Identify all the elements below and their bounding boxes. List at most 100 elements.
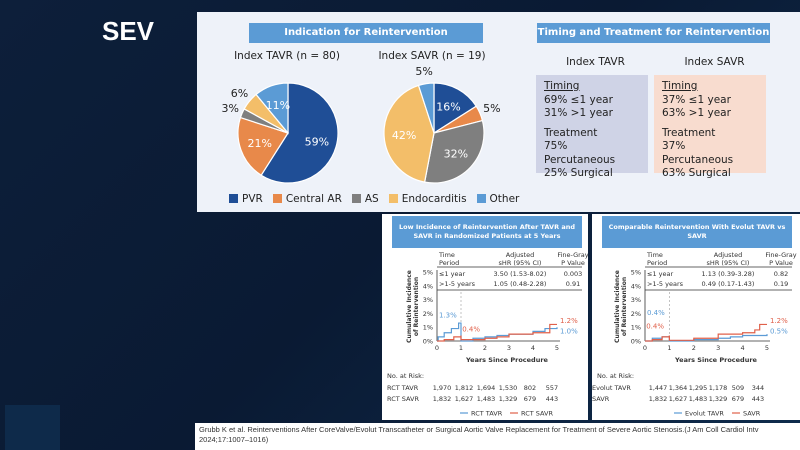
risk-value: 679 xyxy=(732,395,744,403)
table-header: P Value xyxy=(769,259,793,267)
legend-item: PVR xyxy=(229,193,263,205)
pie-label: 3% xyxy=(221,102,238,115)
legend-label: AS xyxy=(364,193,379,205)
series-line-rct-savr xyxy=(437,323,557,342)
timing-header: Timing and Treatment for Reintervention xyxy=(537,23,770,43)
x-axis-label: Years Since Procedure xyxy=(465,356,548,364)
risk-value: 1,970 xyxy=(433,384,452,392)
risk-value: 1,812 xyxy=(455,384,474,392)
table-cell: >1-5 years xyxy=(439,280,476,288)
legend-label: Central AR xyxy=(285,193,342,205)
table-header: Time xyxy=(646,251,663,259)
timing-title-savr: Index SAVR xyxy=(684,56,745,68)
legend-swatch xyxy=(388,194,398,203)
legend-label: Evolut TAVR xyxy=(685,410,724,418)
table-cell: 1.13 (0.39-3.28) xyxy=(702,270,755,278)
decorative-block xyxy=(5,405,60,450)
panel-rct: Low Incidence of Reintervention After TA… xyxy=(382,214,588,420)
treatment-label: Treatment xyxy=(544,126,598,139)
risk-label: RCT SAVR xyxy=(387,395,419,403)
x-tick-label: 3 xyxy=(716,344,720,352)
risk-value: 1,364 xyxy=(669,384,688,392)
pie-label: 32% xyxy=(444,148,468,161)
treatment-label: Treatment xyxy=(662,126,716,139)
timing-title-tavr: Index TAVR xyxy=(566,56,625,68)
pie-slice-pvr xyxy=(433,82,478,135)
x-tick-label: 3 xyxy=(507,344,511,352)
legend-item: Endocarditis xyxy=(388,193,467,205)
risk-value: 509 xyxy=(732,384,744,392)
panel-evolut: Comparable Reintervention With Evolut TA… xyxy=(592,214,800,420)
table-header: sHR (95% CI) xyxy=(499,259,542,267)
x-tick-label: 1 xyxy=(667,344,671,352)
pie-label: 59% xyxy=(305,135,329,148)
risk-value: 1,295 xyxy=(689,384,708,392)
treatment-line: 63% Surgical xyxy=(662,167,731,179)
citation: Grubb K et al. Reinterventions After Cor… xyxy=(195,423,800,450)
annotation: 1.0% xyxy=(560,327,578,335)
y-tick-label: 3% xyxy=(631,296,641,304)
x-tick-label: 2 xyxy=(483,344,487,352)
treatment-line: 37% Percutaneous xyxy=(662,140,734,166)
y-tick-label: 0% xyxy=(423,338,433,346)
risk-value: 1,483 xyxy=(477,395,496,403)
pie-label: 42% xyxy=(392,129,416,142)
table-header: Time xyxy=(438,251,455,259)
risk-value: 344 xyxy=(752,384,764,392)
pie-label: 11% xyxy=(266,99,290,112)
legend-label: SAVR xyxy=(743,410,761,418)
legend-label: RCT SAVR xyxy=(521,410,553,418)
x-tick-label: 0 xyxy=(435,344,439,352)
x-tick-label: 5 xyxy=(555,344,559,352)
y-tick-label: 3% xyxy=(423,296,433,304)
legend-swatch xyxy=(351,194,361,203)
timing-line: 31% >1 year xyxy=(544,107,613,119)
legend-swatch xyxy=(272,194,282,203)
legend-item: Central AR xyxy=(272,193,342,205)
annotation: 1.3% xyxy=(439,312,457,320)
y-tick-label: 5% xyxy=(631,269,641,277)
table-header: Fine-Gray xyxy=(765,251,796,259)
pie-label: 6% xyxy=(231,87,248,100)
risk-label: SAVR xyxy=(592,395,610,403)
table-header: Adjusted xyxy=(506,251,534,259)
pie-title-savr: Index SAVR (n = 19) xyxy=(378,50,486,62)
table-cell: 1.05 (0.48-2.28) xyxy=(494,280,547,288)
risk-value: 1,832 xyxy=(433,395,452,403)
pie-legend: PVR Central AR AS Endocarditis Other xyxy=(229,193,519,205)
risk-label: RCT TAVR xyxy=(387,384,419,392)
risk-title: No. at Risk: xyxy=(387,372,424,380)
y-axis-label: Cumulative Incidenceof Reintervention xyxy=(406,270,420,343)
annotation: 0.5% xyxy=(770,327,788,335)
table-cell: >1-5 years xyxy=(647,280,684,288)
table-cell: 3.50 (1.53-8.02) xyxy=(494,270,547,278)
timing-box-savr: Timing 37% ≤1 year 63% >1 year Treatment… xyxy=(654,75,766,179)
pie-label: 5% xyxy=(415,67,432,78)
timing-label: Timing xyxy=(662,80,698,92)
risk-label: Evolut TAVR xyxy=(592,384,631,392)
panel-header: Low Incidence of Reintervention After TA… xyxy=(392,216,582,248)
x-tick-label: 4 xyxy=(741,344,745,352)
panel-header: Comparable Reintervention With Evolut TA… xyxy=(602,216,792,248)
treatment-line: 75% Percutaneous xyxy=(544,140,616,166)
annotation: 0.4% xyxy=(646,323,664,331)
risk-value: 1,627 xyxy=(455,395,474,403)
timing-box-tavr: Timing 69% ≤1 year 31% >1 year Treatment… xyxy=(536,75,648,179)
risk-value: 1,329 xyxy=(499,395,518,403)
risk-value: 1,447 xyxy=(649,384,668,392)
table-header: Period xyxy=(647,259,667,267)
table-header: Period xyxy=(439,259,459,267)
timing-line: 37% ≤1 year xyxy=(662,93,731,106)
annotation: 0.4% xyxy=(462,325,480,333)
y-tick-label: 1% xyxy=(423,324,433,332)
y-tick-label: 2% xyxy=(631,310,641,318)
x-axis-label: Years Since Procedure xyxy=(674,356,757,364)
table-header: sHR (95% CI) xyxy=(707,259,750,267)
legend-swatch xyxy=(476,194,486,203)
pie-slice-as xyxy=(423,119,485,184)
risk-value: 1,483 xyxy=(689,395,708,403)
x-tick-label: 2 xyxy=(692,344,696,352)
pie-label: 21% xyxy=(248,137,272,150)
pie-slice-other xyxy=(255,82,289,135)
